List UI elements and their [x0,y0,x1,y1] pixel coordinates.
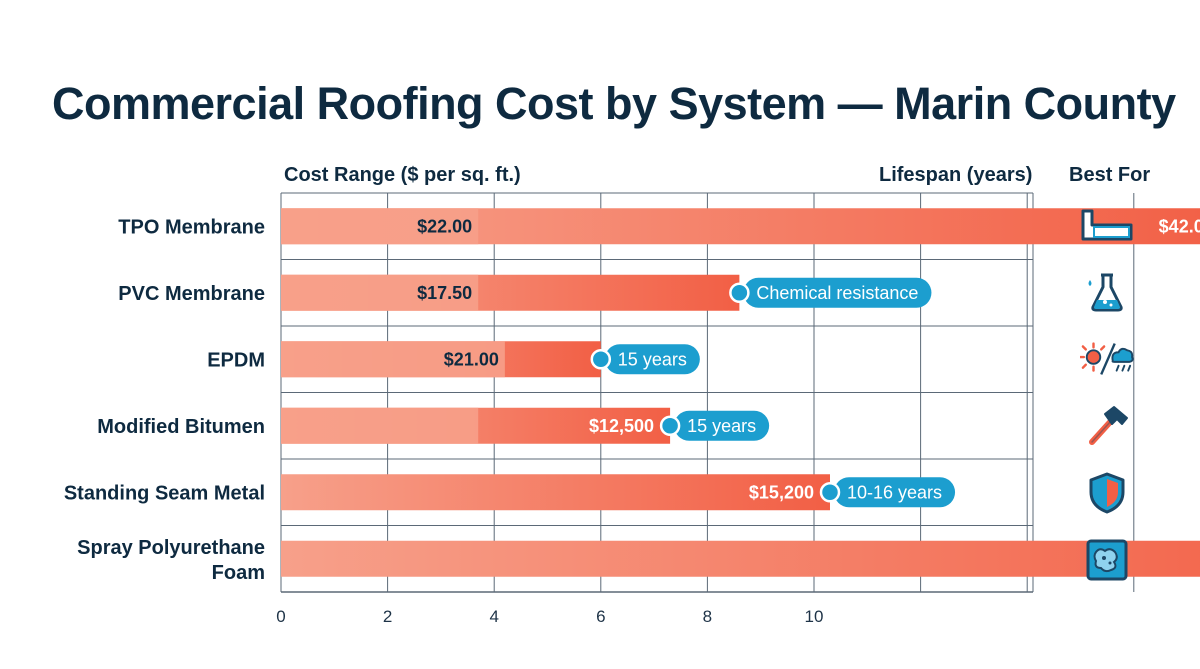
x-tick-label: 8 [703,607,712,626]
bar-end-marker [590,349,612,370]
hammer-icon [1080,404,1134,448]
bar-value-label: $15,200 [749,482,814,502]
category-label: PVC Membrane [118,283,265,305]
shield-icon [1080,471,1134,515]
category-label: Modified Bitumen [97,416,265,438]
flask-icon [1080,270,1134,314]
bar-segment [281,341,505,378]
bar-end-marker [659,415,681,436]
cost-header: Cost Range ($ per sq. ft.) [284,164,521,186]
lifespan-header: Lifespan (years) [879,164,1033,186]
bar-value-label: $42.00 [1159,216,1200,236]
bar-value-label: $22.00 [417,216,472,236]
x-tick-label: 0 [276,607,285,626]
x-tick-label: 2 [383,607,392,626]
category-label: TPO Membrane [118,216,265,238]
lifespan-pill [674,410,770,441]
lifespan-pill [833,477,956,508]
lifespan-label: 10-16 years [847,482,942,502]
x-tick-label: 6 [596,607,605,626]
category-label: Standing Seam Metal [64,482,265,504]
bar [281,540,1200,577]
bar-value-label: $17.50 [417,283,472,303]
bar-segment [281,208,479,245]
category-label: EPDM [207,349,265,371]
category-label: Foam [212,562,265,584]
bar-value-label: $21.00 [444,349,499,369]
bar-segment [281,274,479,311]
lifespan-label: Chemical resistance [756,283,918,303]
x-tick-label: 4 [489,607,498,626]
foam-texture-icon [1080,538,1134,582]
category-label: Spray Polyurethane [77,537,265,559]
lifespan-label: 15 years [687,416,756,436]
best-for-header: Best For [1069,164,1151,186]
lifespan-pill [743,277,932,308]
bar-value-label: $12,500 [589,416,654,436]
bar-end-marker [819,482,841,503]
chart-title: Commercial Roofing Cost by System — Mari… [52,78,1176,129]
bar [281,474,830,511]
bar-end-marker [729,282,750,303]
flat-roof-icon [1080,203,1134,247]
sun-rain-icon [1080,337,1134,381]
bar-segment [281,407,479,444]
x-tick-label: 10 [805,607,824,626]
lifespan-pill [604,344,700,375]
lifespan-label: 15 years [618,349,687,369]
